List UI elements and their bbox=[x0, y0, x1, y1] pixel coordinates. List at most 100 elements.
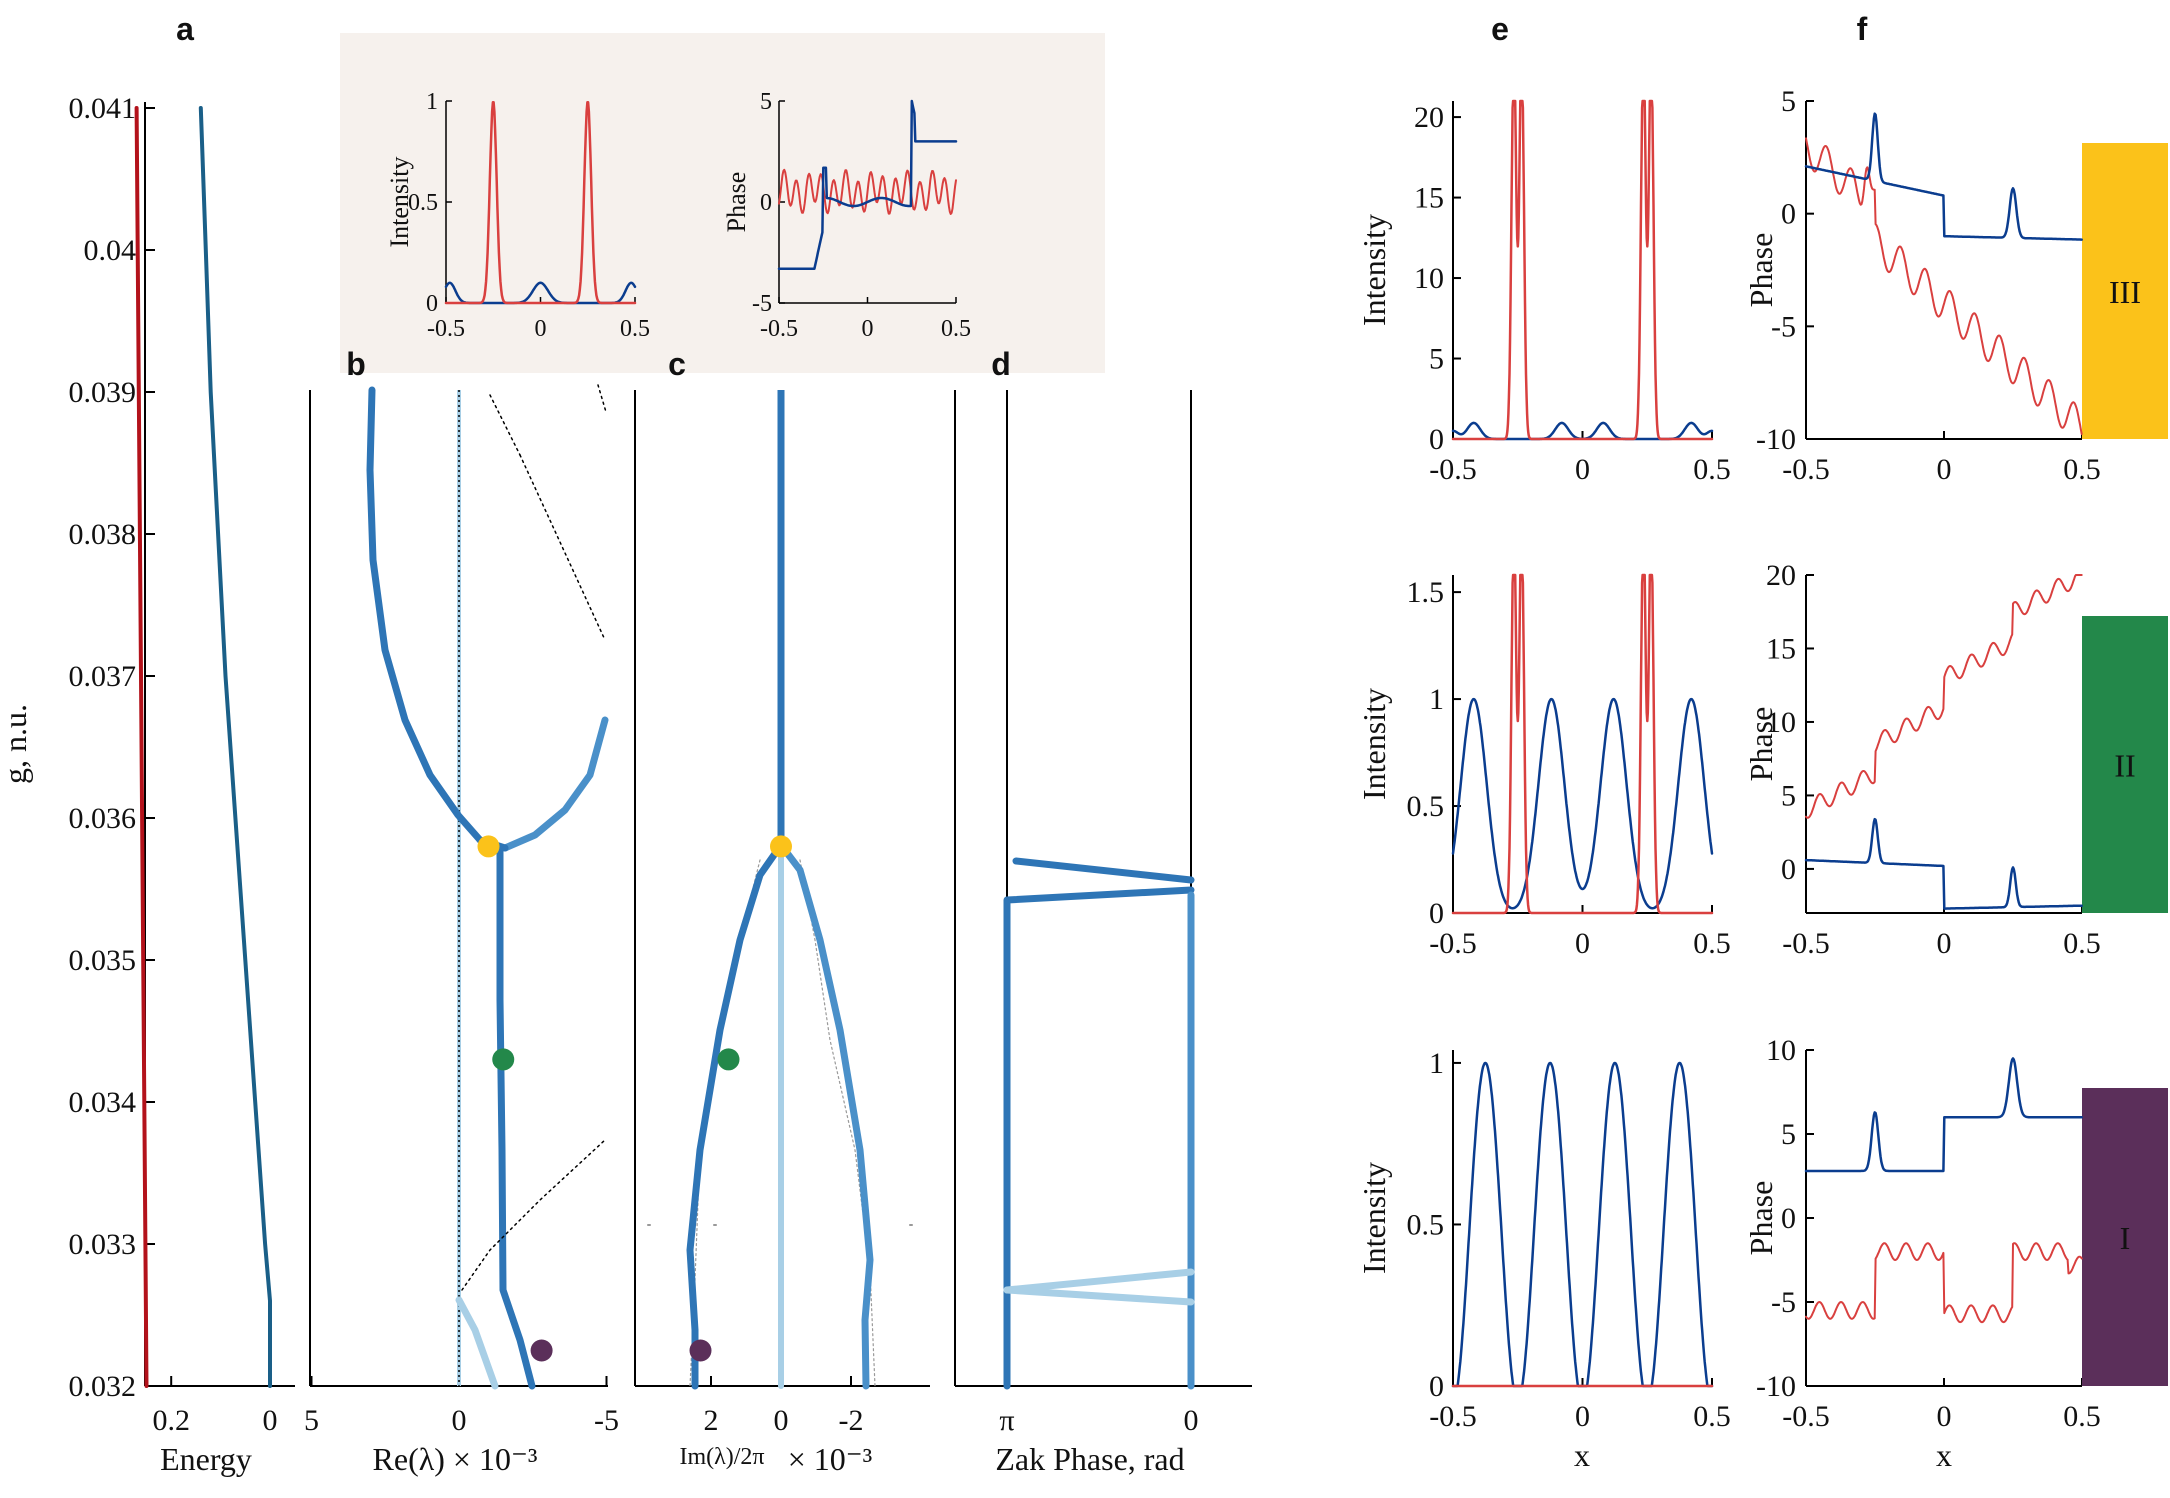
ytick-label-e1: 0 bbox=[1429, 423, 1444, 456]
marker-b-green bbox=[492, 1048, 515, 1071]
xtick-label-e1: -0.5 bbox=[1429, 453, 1477, 486]
region-label-II: II bbox=[2114, 748, 2135, 784]
xlabel-a: Energy bbox=[160, 1441, 252, 1477]
inset1-ylabel: Intensity bbox=[385, 157, 414, 248]
series-c-left-branch bbox=[686, 841, 785, 1390]
ytick-label-f1: 5 bbox=[1781, 85, 1796, 118]
series-b-dotted-1 bbox=[489, 394, 521, 456]
xtick-label-e2: -0.5 bbox=[1429, 927, 1477, 960]
ytick-label-a: 0.033 bbox=[69, 1228, 137, 1261]
inset2-xtick-label: -0.5 bbox=[760, 316, 798, 342]
ytick-label-e1: 10 bbox=[1414, 262, 1444, 295]
xtick-label-f1: 0 bbox=[1937, 453, 1952, 486]
ytick-label-f2: 5 bbox=[1781, 779, 1796, 812]
xlabel-b: Re(λ) × 10⁻³ bbox=[373, 1441, 538, 1477]
panel-label-f: f bbox=[1857, 11, 1868, 47]
series-f2-blue bbox=[1804, 817, 2083, 910]
ytick-label-f2: 10 bbox=[1766, 706, 1796, 739]
ytick-label-e3: 0 bbox=[1429, 1370, 1444, 1403]
ytick-label-e1: 15 bbox=[1414, 182, 1444, 215]
xtick-label-c: -2 bbox=[839, 1404, 864, 1437]
xtick-label-f2: 0.5 bbox=[2063, 927, 2101, 960]
inset2-ytick-label: -5 bbox=[752, 291, 772, 317]
region-label-I: I bbox=[2120, 1220, 2131, 1256]
ytick-label-e2: 1 bbox=[1429, 683, 1444, 716]
series-d-light-lower bbox=[1003, 1286, 1195, 1306]
ytick-label-a: 0.037 bbox=[69, 660, 137, 693]
series-e1-red bbox=[1451, 99, 1714, 441]
ytick-label-e1: 20 bbox=[1414, 101, 1444, 134]
series-e3-blue bbox=[1451, 1061, 1714, 1388]
ytick-label-a: 0.038 bbox=[69, 518, 137, 551]
ylabel-f1: Phase bbox=[1743, 233, 1779, 308]
inset-background bbox=[340, 33, 1105, 373]
region-bar-I bbox=[2082, 1088, 2168, 1386]
ytick-label-f3: 10 bbox=[1766, 1034, 1796, 1067]
ytick-label-e3: 1 bbox=[1429, 1047, 1444, 1080]
series-c-dotted-left bbox=[689, 859, 761, 1387]
ylabel-f2: Phase bbox=[1743, 707, 1779, 782]
inset2-ylabel: Phase bbox=[722, 172, 751, 233]
inset1-ytick-label: 0.5 bbox=[408, 190, 438, 216]
xtick-label-f1: 0.5 bbox=[2063, 453, 2101, 486]
inset1-ytick-label: 0 bbox=[426, 291, 438, 317]
inset2-blue bbox=[777, 99, 958, 270]
inset2-ytick-label: 5 bbox=[760, 89, 772, 115]
xtick-label-f3: 0 bbox=[1937, 1400, 1952, 1433]
region-bar-III bbox=[2082, 143, 2168, 439]
ytick-label-a: 0.041 bbox=[69, 92, 137, 125]
ytick-label-f1: -10 bbox=[1756, 423, 1796, 456]
region-label-III: III bbox=[2109, 274, 2141, 310]
inset1-xtick-label: -0.5 bbox=[427, 316, 465, 342]
series-d-dark-top bbox=[1012, 857, 1195, 884]
ytick-label-a: 0.032 bbox=[69, 1370, 137, 1403]
series-f1-blue bbox=[1804, 112, 2083, 241]
xtick-label-c: 2 bbox=[704, 1404, 719, 1437]
inset1-ytick-label: 1 bbox=[426, 89, 438, 115]
xlabel-e3: x bbox=[1574, 1437, 1590, 1473]
xtick-label-f3: 0.5 bbox=[2063, 1400, 2101, 1433]
ytick-label-f3: -10 bbox=[1756, 1370, 1796, 1403]
marker-b-yellow bbox=[477, 835, 500, 858]
inset1-xtick-label: 0 bbox=[535, 316, 547, 342]
series-b-dotted-4 bbox=[461, 1139, 606, 1291]
ytick-label-f1: 0 bbox=[1781, 198, 1796, 231]
ytick-label-f3: 0 bbox=[1781, 1202, 1796, 1235]
series-d-light-upper bbox=[1003, 1268, 1195, 1294]
xtick-label-d: π bbox=[999, 1404, 1014, 1437]
xtick-label-b: -5 bbox=[594, 1404, 619, 1437]
ytick-label-f3: -5 bbox=[1771, 1286, 1796, 1319]
ytick-label-e1: 5 bbox=[1429, 343, 1444, 376]
series-f2-red bbox=[1805, 574, 2083, 819]
ytick-label-f2: 15 bbox=[1766, 632, 1796, 665]
marker-c-green bbox=[717, 1048, 740, 1071]
series-b-upper-left-branch bbox=[366, 386, 484, 844]
ytick-label-e2: 0.5 bbox=[1407, 790, 1445, 823]
series-e2-red bbox=[1451, 573, 1714, 915]
panel-label-c: c bbox=[668, 346, 686, 382]
ytick-label-e2: 1.5 bbox=[1407, 576, 1445, 609]
ytick-label-a: 0.039 bbox=[69, 376, 137, 409]
series-b-dotted-3 bbox=[597, 384, 607, 413]
xtick-label-e3: 0.5 bbox=[1693, 1400, 1731, 1433]
inset1-xtick-label: 0.5 bbox=[620, 316, 650, 342]
inset1-red bbox=[444, 100, 637, 305]
ytick-label-e2: 0 bbox=[1429, 897, 1444, 930]
inset2-red bbox=[778, 168, 957, 215]
xtick-label-f1: -0.5 bbox=[1782, 453, 1830, 486]
panel-label-d: d bbox=[991, 346, 1011, 382]
panel-label-a: a bbox=[176, 11, 194, 47]
marker-b-purple bbox=[530, 1339, 553, 1362]
inset2-ytick-label: 0 bbox=[760, 190, 772, 216]
region-bar-II bbox=[2082, 616, 2168, 913]
panel-label-e: e bbox=[1491, 11, 1509, 47]
xlabel-c-scale: × 10⁻³ bbox=[788, 1441, 873, 1477]
xlabel-f3: x bbox=[1936, 1437, 1952, 1473]
xtick-label-e3: 0 bbox=[1575, 1400, 1590, 1433]
ylabel-a: g, n.u. bbox=[0, 704, 33, 784]
marker-c-yellow bbox=[770, 835, 792, 858]
ylabel-e3: Intensity bbox=[1356, 1162, 1392, 1274]
series-f3-blue bbox=[1804, 1057, 2083, 1173]
xlabel-d: Zak Phase, rad bbox=[995, 1441, 1184, 1477]
